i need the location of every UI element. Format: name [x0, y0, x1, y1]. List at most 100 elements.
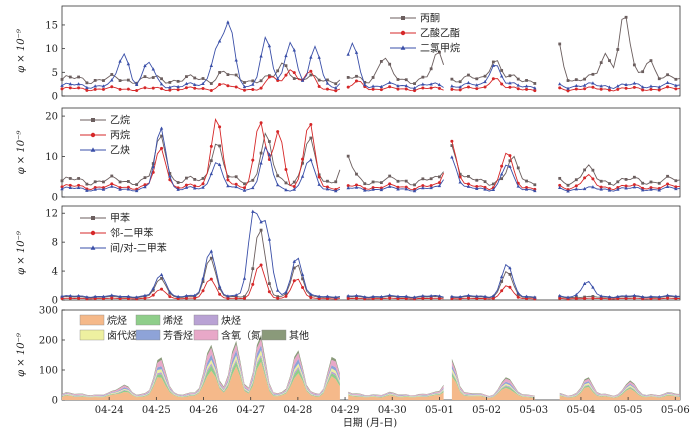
data-point	[118, 294, 122, 298]
series-line	[559, 82, 681, 89]
legend-entry: 卤代烃	[79, 329, 137, 342]
y-tick-label: 300	[39, 306, 58, 317]
data-point	[276, 69, 280, 73]
data-point	[284, 188, 288, 192]
data-point	[582, 186, 587, 191]
data-point	[632, 293, 637, 297]
data-point	[499, 274, 504, 279]
data-point	[201, 280, 205, 283]
area-band-3	[348, 389, 444, 397]
data-point	[429, 296, 433, 300]
data-point	[317, 84, 321, 88]
area-band-4	[348, 387, 444, 397]
data-point	[185, 176, 188, 180]
series-line	[347, 155, 444, 186]
legend-label: 邻-二甲苯	[110, 227, 153, 240]
data-point	[429, 184, 433, 188]
area-band-0	[451, 376, 535, 400]
data-point	[591, 296, 595, 300]
data-point	[413, 82, 416, 85]
data-point	[259, 161, 263, 165]
data-point	[524, 294, 529, 298]
data-point	[616, 87, 620, 91]
data-point	[334, 189, 338, 193]
data-point	[102, 180, 105, 184]
data-point	[68, 86, 72, 90]
y-axis-label: φ × 10⁻⁹	[16, 333, 27, 377]
data-point	[583, 87, 587, 91]
data-point	[404, 78, 408, 82]
data-point	[193, 186, 197, 190]
data-point	[466, 293, 471, 297]
series-line	[451, 271, 535, 299]
data-point	[160, 276, 163, 280]
data-point	[533, 82, 537, 85]
data-point	[466, 85, 470, 89]
plot-frame	[61, 107, 681, 198]
data-point	[176, 79, 180, 83]
data-point	[404, 185, 408, 189]
series-2	[60, 20, 681, 90]
data-point	[68, 183, 72, 187]
data-point	[201, 177, 205, 180]
data-point	[437, 82, 442, 87]
data-point	[292, 184, 296, 188]
data-point	[76, 293, 81, 298]
data-point	[379, 88, 383, 92]
legend-entry: 丙酮	[390, 13, 440, 25]
data-point	[404, 187, 408, 191]
data-point	[666, 85, 670, 89]
legend-label: 烷烃	[107, 314, 127, 327]
data-point	[674, 77, 678, 81]
data-point	[151, 76, 155, 79]
data-point	[599, 61, 603, 65]
series-line	[347, 80, 444, 92]
data-point	[275, 76, 280, 81]
data-point	[371, 180, 375, 184]
data-point	[184, 183, 188, 187]
data-point	[354, 293, 359, 298]
data-point	[234, 73, 238, 77]
legend-label: 间/对-二甲苯	[110, 242, 167, 255]
series-2	[60, 209, 681, 299]
data-point	[574, 292, 579, 297]
data-point	[483, 85, 487, 89]
data-point	[168, 295, 172, 299]
data-point	[325, 297, 329, 301]
data-point	[68, 293, 72, 298]
data-point	[516, 77, 520, 81]
series-line	[61, 132, 341, 187]
series-line	[559, 173, 681, 191]
data-point	[209, 249, 214, 253]
x-tick-label: 04-24	[95, 405, 124, 416]
data-point	[421, 75, 425, 79]
data-point	[325, 87, 329, 91]
data-point	[632, 85, 636, 89]
plot-frame	[61, 5, 681, 97]
data-point	[421, 86, 425, 90]
data-point	[201, 81, 205, 85]
data-point	[396, 187, 400, 191]
area-band-5	[451, 361, 535, 397]
data-point	[649, 87, 653, 91]
y-tick-label: 100	[39, 366, 58, 377]
data-point	[209, 63, 214, 67]
x-tick-label: 04-26	[189, 405, 218, 416]
data-point	[591, 85, 595, 89]
data-point	[209, 82, 213, 85]
data-point	[251, 79, 255, 83]
data-point	[85, 182, 89, 186]
data-point	[450, 87, 454, 91]
data-point	[363, 295, 367, 299]
data-point	[363, 182, 367, 186]
legend-marker	[91, 118, 95, 122]
data-point	[396, 83, 400, 88]
data-point	[275, 183, 280, 187]
data-point	[429, 67, 433, 71]
data-point	[176, 88, 180, 92]
series-line	[559, 164, 681, 186]
data-point	[218, 144, 222, 148]
data-point	[574, 78, 578, 82]
data-point	[267, 44, 272, 48]
data-point	[325, 185, 329, 189]
